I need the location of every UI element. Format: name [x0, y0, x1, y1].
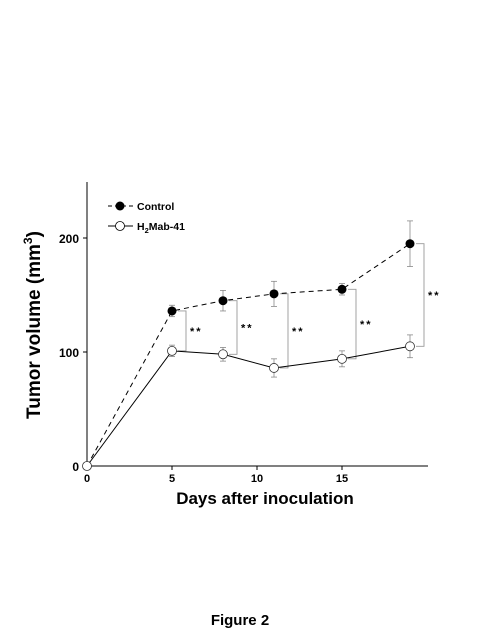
h2mab-data-point — [405, 341, 415, 352]
x-tick-label: 15 — [336, 473, 348, 485]
x-axis-label: Days after inoculation — [176, 489, 354, 508]
legend-h2mab-label: H2Mab-41 — [137, 221, 185, 235]
y-tick-label: 0 — [72, 460, 79, 474]
significance-bracket — [348, 288, 357, 360]
h2mab-series-line — [86, 345, 411, 467]
control-data-point — [405, 239, 415, 249]
significance-stars: ** — [190, 326, 203, 338]
significance-bracket — [416, 243, 425, 347]
significance-bracket — [280, 293, 289, 369]
y-tick-label: 100 — [59, 346, 79, 360]
legend-control-marker — [115, 201, 125, 211]
figure-caption: Figure 2 — [210, 612, 270, 629]
legend: Control H2Mab-41 — [108, 201, 185, 235]
control-data-point — [269, 289, 279, 299]
control-series-line — [86, 243, 411, 467]
significance-bracket — [178, 310, 187, 352]
significance-stars: ** — [241, 322, 254, 334]
significance-stars: ** — [360, 319, 373, 331]
control-data-point — [337, 284, 347, 294]
x-tick-label: 0 — [84, 473, 90, 485]
h2mab-data-point — [82, 461, 92, 471]
tumor-volume-chart: 0 5 10 15 0 100 200 ** ** ** ** ** Days after inoc… — [21, 182, 441, 508]
significance-bracket — [229, 300, 238, 355]
h2mab-data-point — [269, 363, 279, 373]
y-tick-label: 200 — [59, 232, 79, 246]
significance-stars: ** — [292, 326, 305, 338]
significance-stars: ** — [428, 290, 441, 302]
legend-control-label: Control — [137, 201, 174, 213]
h2mab-data-point — [167, 345, 177, 356]
x-tick-label: 10 — [251, 473, 263, 485]
legend-h2mab-marker — [115, 221, 125, 231]
x-tick-label: 5 — [169, 473, 175, 485]
control-data-point — [167, 306, 177, 316]
h2mab-data-point — [337, 353, 347, 364]
control-data-point — [218, 296, 228, 306]
h2mab-data-point — [218, 349, 228, 360]
y-axis-label: Tumor volume (mm3) — [21, 231, 45, 419]
